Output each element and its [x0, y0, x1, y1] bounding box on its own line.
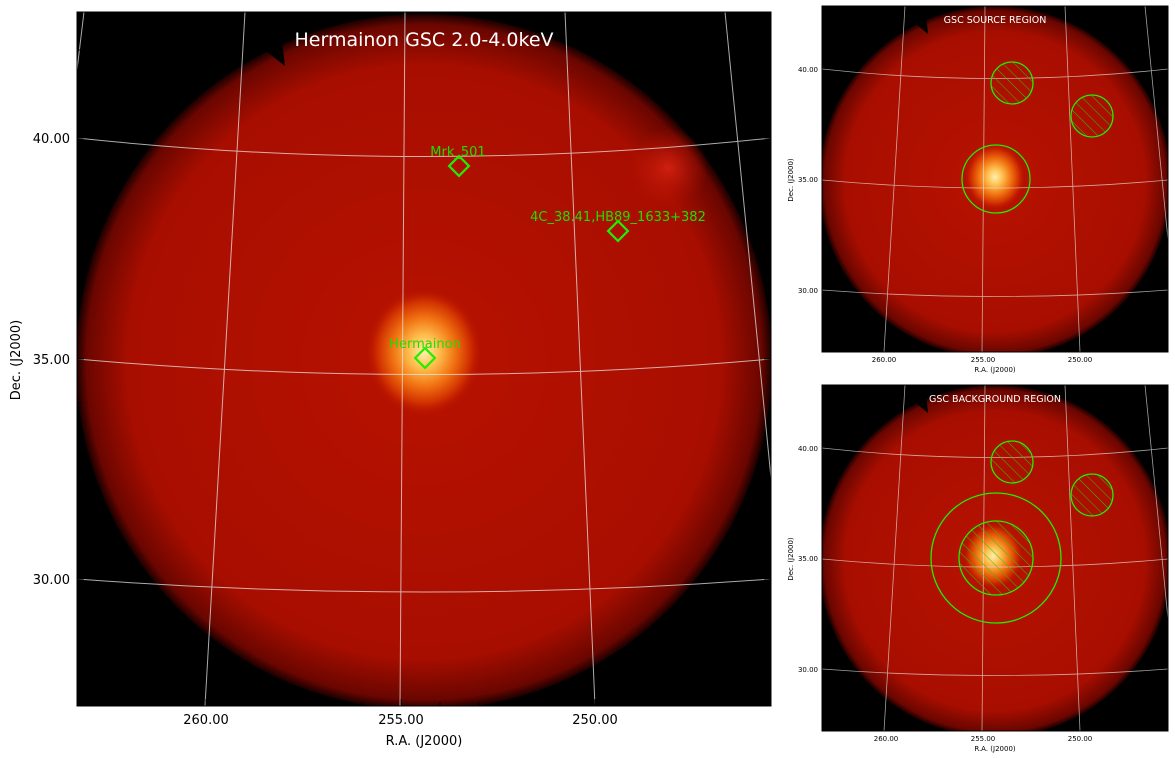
source-region-panel: GSC SOURCE REGION 260.00 255.00 250.00 4…: [787, 5, 1169, 374]
source-x-tick-label: 255.00: [971, 356, 996, 364]
main-x-axis-label: R.A. (J2000): [386, 734, 463, 749]
source-disk-notch: [900, 14, 928, 34]
source-marker-mrk501[interactable]: Mrk_501: [430, 145, 486, 178]
main-faint-source-glow: [628, 128, 708, 208]
main-minor-ticks: [77, 49, 752, 706]
source-coordinate-grid: [822, 6, 1168, 352]
background-y-tick-label: 35.00: [798, 555, 818, 563]
excluded-region-4c3841[interactable]: [1070, 473, 1114, 517]
main-image-panel: 260.00 255.00 250.00 40.00 35.00 30.00 R…: [9, 11, 772, 749]
main-x-tick-label: 260.00: [183, 713, 229, 728]
diamond-marker-icon: [606, 219, 630, 243]
background-panel-frame: [821, 384, 1169, 732]
source-y-tick-label: 35.00: [798, 176, 818, 184]
source-label: Hermainon: [389, 337, 461, 352]
background-x-axis-label: R.A. (J2000): [974, 745, 1016, 753]
background-x-tick-label: 250.00: [1068, 735, 1093, 743]
background-y-axis-label: Dec. (J2000): [787, 537, 795, 581]
background-annulus-inner-excluded[interactable]: [958, 520, 1034, 596]
source-panel-title: GSC SOURCE REGION: [944, 15, 1047, 26]
excluded-region-4c3841[interactable]: [1070, 94, 1114, 138]
main-hermainon-glow: [366, 288, 482, 416]
background-region-panel: GSC BACKGROUND REGION 260.00 255.00 250.…: [787, 384, 1169, 753]
background-panel-title: GSC BACKGROUND REGION: [929, 394, 1061, 405]
source-x-tick-label: 250.00: [1068, 356, 1093, 364]
source-x-axis-label: R.A. (J2000): [974, 366, 1016, 374]
source-x-tick-label: 260.00: [872, 356, 897, 364]
background-x-tick-label: 260.00: [874, 735, 899, 743]
main-y-tick-label: 35.00: [33, 353, 70, 368]
background-disk-notch: [900, 393, 928, 413]
main-y-axis-label: Dec. (J2000): [9, 320, 24, 400]
background-x-tick-label: 255.00: [971, 735, 996, 743]
source-label: Mrk_501: [430, 145, 485, 160]
source-hermainon-glow: [965, 144, 1025, 210]
excluded-region-mrk501[interactable]: [990, 440, 1034, 484]
main-x-tick-label: 255.00: [378, 713, 424, 728]
main-title: Hermainon GSC 2.0-4.0keV: [294, 29, 553, 51]
excluded-region-mrk501[interactable]: [990, 61, 1034, 105]
background-annulus-outer[interactable]: [930, 492, 1062, 624]
background-y-tick-label: 40.00: [798, 445, 818, 453]
main-y-tick-label: 40.00: [33, 132, 70, 147]
main-axis-ticks: [77, 12, 771, 706]
main-disk-notch: [232, 40, 285, 66]
source-label: 4C_38.41,HB89_1633+382: [530, 210, 706, 225]
diamond-marker-icon: [447, 154, 471, 178]
main-x-tick-label: 250.00: [572, 713, 618, 728]
main-y-tick-label: 30.00: [33, 573, 70, 588]
source-marker-4c3841[interactable]: 4C_38.41,HB89_1633+382: [530, 210, 706, 243]
source-marker-hermainon[interactable]: Hermainon: [389, 337, 461, 370]
source-panel-frame: [821, 5, 1169, 353]
diamond-marker-icon: [413, 346, 437, 370]
background-y-tick-label: 30.00: [798, 666, 818, 674]
source-extraction-circle[interactable]: [961, 144, 1031, 214]
main-coordinate-grid: [77, 12, 771, 706]
source-y-tick-label: 30.00: [798, 287, 818, 295]
source-y-axis-label: Dec. (J2000): [787, 158, 795, 202]
source-y-tick-label: 40.00: [798, 66, 818, 74]
